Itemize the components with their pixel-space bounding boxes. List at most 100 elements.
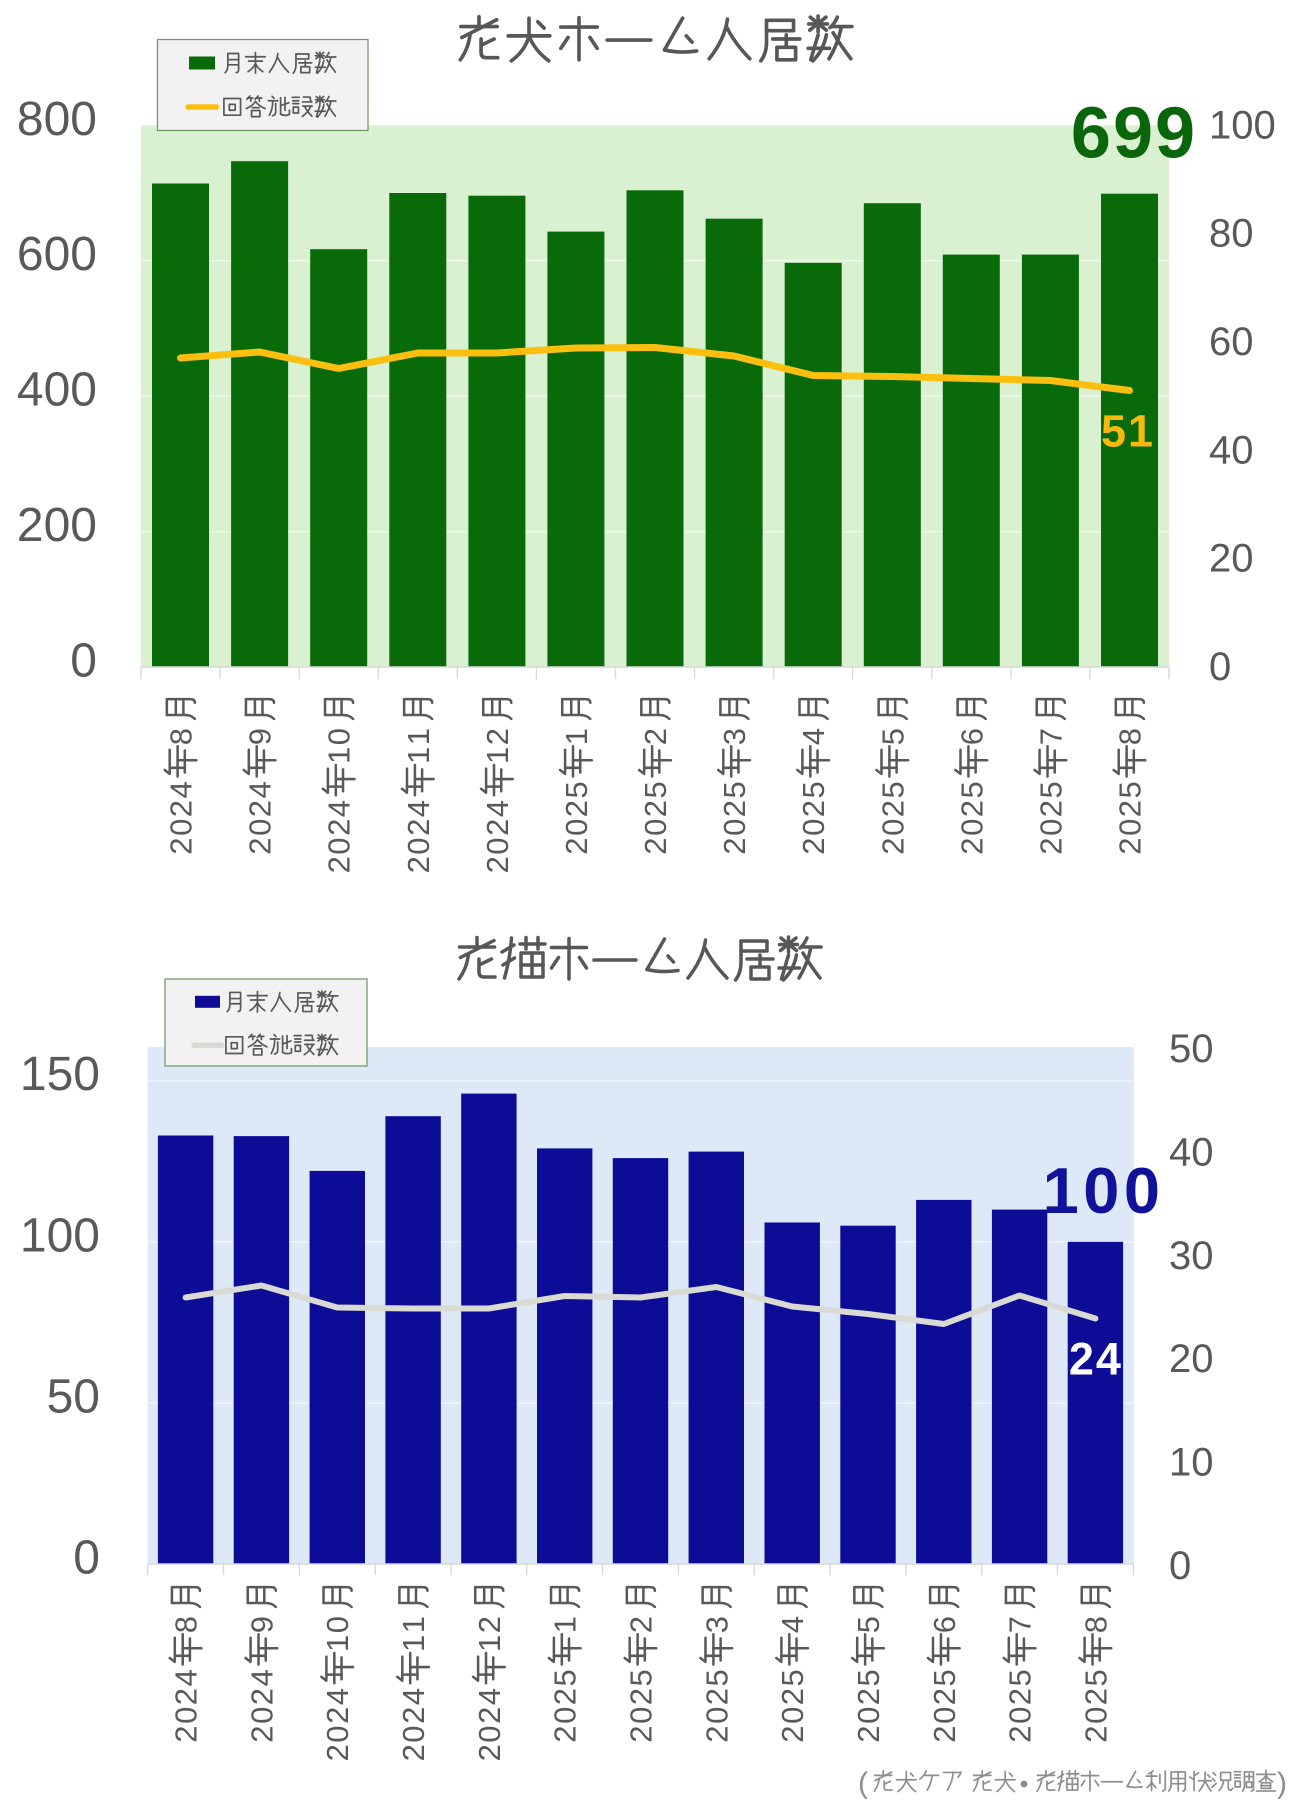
svg-text:4: 4 xyxy=(796,728,831,745)
svg-text:3: 3 xyxy=(717,728,752,745)
svg-text:4: 4 xyxy=(164,781,199,798)
svg-text:4: 4 xyxy=(472,1688,507,1705)
svg-text:0: 0 xyxy=(322,837,357,854)
svg-text:2: 2 xyxy=(169,1725,204,1742)
svg-text:2: 2 xyxy=(480,819,515,836)
svg-text:1: 1 xyxy=(401,728,436,745)
svg-text:5: 5 xyxy=(851,1616,886,1633)
svg-text:2: 2 xyxy=(1078,1725,1113,1742)
svg-text:9: 9 xyxy=(243,728,278,745)
svg-text:5: 5 xyxy=(875,781,910,798)
svg-text:200: 200 xyxy=(17,499,97,552)
svg-text:4: 4 xyxy=(401,800,436,817)
svg-text:2: 2 xyxy=(954,800,989,817)
svg-text:2: 2 xyxy=(396,1707,431,1724)
svg-text:40: 40 xyxy=(1169,1130,1214,1174)
svg-text:2: 2 xyxy=(548,1688,583,1705)
svg-text:6: 6 xyxy=(954,728,989,745)
svg-text:2: 2 xyxy=(169,1688,204,1705)
svg-text:2: 2 xyxy=(396,1744,431,1761)
svg-text:4: 4 xyxy=(480,800,515,817)
svg-text:2: 2 xyxy=(1078,1688,1113,1705)
svg-text:0: 0 xyxy=(1209,645,1231,689)
svg-text:2: 2 xyxy=(1033,837,1068,854)
svg-text:0: 0 xyxy=(243,819,278,836)
svg-text:2: 2 xyxy=(717,800,752,817)
svg-text:1: 1 xyxy=(396,1635,431,1652)
svg-text:2: 2 xyxy=(472,1744,507,1761)
svg-text:2: 2 xyxy=(322,819,357,836)
svg-text:2: 2 xyxy=(624,1725,659,1742)
svg-text:1: 1 xyxy=(320,1635,355,1652)
svg-text:2: 2 xyxy=(927,1688,962,1705)
svg-text:0: 0 xyxy=(699,1707,734,1724)
svg-text:20: 20 xyxy=(1209,537,1254,581)
svg-text:2: 2 xyxy=(851,1725,886,1742)
svg-text:2: 2 xyxy=(699,1725,734,1742)
svg-text:5: 5 xyxy=(638,781,673,798)
svg-text:2: 2 xyxy=(775,1725,810,1742)
svg-text:0: 0 xyxy=(775,1707,810,1724)
svg-text:5: 5 xyxy=(1113,781,1148,798)
svg-text:8: 8 xyxy=(1113,728,1148,745)
svg-text:6: 6 xyxy=(927,1616,962,1633)
svg-text:0: 0 xyxy=(851,1707,886,1724)
svg-text:4: 4 xyxy=(322,800,357,817)
svg-text:0: 0 xyxy=(401,837,436,854)
svg-text:0: 0 xyxy=(927,1707,962,1724)
svg-text:7: 7 xyxy=(1033,728,1068,745)
svg-text:2: 2 xyxy=(243,837,278,854)
svg-text:699: 699 xyxy=(1071,94,1197,174)
svg-text:4: 4 xyxy=(775,1616,810,1633)
svg-text:2: 2 xyxy=(320,1744,355,1761)
svg-text:100: 100 xyxy=(1209,103,1276,147)
svg-text:4: 4 xyxy=(243,781,278,798)
svg-text:0: 0 xyxy=(624,1707,659,1724)
svg-text:800: 800 xyxy=(17,93,97,146)
svg-text:2: 2 xyxy=(480,728,515,745)
svg-text:0: 0 xyxy=(1003,1707,1038,1724)
svg-text:0: 0 xyxy=(548,1707,583,1724)
svg-text:50: 50 xyxy=(1169,1027,1214,1071)
svg-text:2: 2 xyxy=(244,1688,279,1705)
svg-text:0: 0 xyxy=(70,635,97,688)
svg-text:1: 1 xyxy=(401,747,436,764)
svg-text:2: 2 xyxy=(1113,837,1148,854)
svg-text:2: 2 xyxy=(1113,800,1148,817)
svg-text:40: 40 xyxy=(1209,428,1254,472)
svg-text:20: 20 xyxy=(1169,1337,1214,1381)
svg-text:7: 7 xyxy=(1003,1616,1038,1633)
svg-text:1: 1 xyxy=(559,728,594,745)
svg-text:2: 2 xyxy=(548,1725,583,1742)
svg-text:9: 9 xyxy=(244,1616,279,1633)
svg-text:5: 5 xyxy=(559,781,594,798)
svg-text:1: 1 xyxy=(472,1635,507,1652)
svg-text:8: 8 xyxy=(169,1616,204,1633)
svg-text:30: 30 xyxy=(1169,1234,1214,1278)
svg-text:2: 2 xyxy=(699,1688,734,1705)
svg-text:2: 2 xyxy=(851,1688,886,1705)
svg-text:): ) xyxy=(1277,1767,1287,1800)
svg-text:2: 2 xyxy=(796,800,831,817)
svg-text:150: 150 xyxy=(20,1048,100,1101)
svg-text:8: 8 xyxy=(1078,1616,1113,1633)
svg-text:0: 0 xyxy=(796,819,831,836)
svg-text:2: 2 xyxy=(1003,1688,1038,1705)
svg-text:0: 0 xyxy=(1113,819,1148,836)
svg-text:2: 2 xyxy=(927,1725,962,1742)
svg-text:2: 2 xyxy=(624,1688,659,1705)
svg-text:5: 5 xyxy=(1003,1669,1038,1686)
svg-text:10: 10 xyxy=(1169,1441,1214,1485)
svg-text:1: 1 xyxy=(548,1616,583,1633)
svg-text:2: 2 xyxy=(638,837,673,854)
svg-text:0: 0 xyxy=(322,728,357,745)
svg-text:50: 50 xyxy=(47,1370,100,1423)
svg-text:5: 5 xyxy=(927,1669,962,1686)
svg-text:0: 0 xyxy=(1078,1707,1113,1724)
svg-text:5: 5 xyxy=(548,1669,583,1686)
svg-text:2: 2 xyxy=(638,800,673,817)
svg-text:5: 5 xyxy=(624,1669,659,1686)
svg-text:100: 100 xyxy=(1043,1154,1165,1227)
svg-text:2: 2 xyxy=(1003,1725,1038,1742)
svg-text:2: 2 xyxy=(322,856,357,873)
